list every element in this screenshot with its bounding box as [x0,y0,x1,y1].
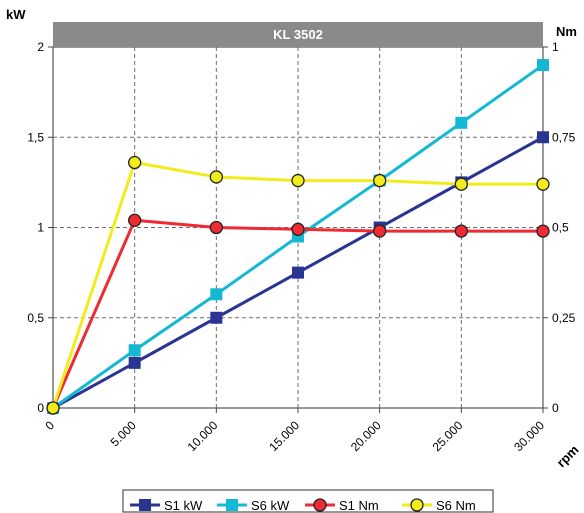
legend: S1 kW S6 kW S1 Nm S6 Nm [122,489,494,513]
data-point [291,173,305,188]
legend-marker [410,498,424,512]
data-point [128,356,141,369]
data-point [210,288,223,301]
series-layer [46,59,550,415]
data-point [128,213,142,227]
x-tick-label: 15.000 [266,418,302,454]
data-point [536,177,550,191]
x-tick-label: 20.000 [348,418,384,454]
legend-marker [139,499,151,511]
legend-item: S1 Nm [305,498,379,513]
y-left-tick-label: 0,5 [27,311,44,325]
y-left-tick-label: 2 [37,40,44,54]
legend-item: S6 Nm [402,498,476,513]
data-point [537,131,549,144]
x-tick-label: 5.000 [108,418,139,449]
y-right-tick-label: 0,75 [552,130,576,144]
data-point [292,266,304,279]
y-left-tick-label: 1 [37,221,44,235]
data-point [373,224,387,238]
x-tick-label: 25.000 [430,418,466,454]
legend-label: S1 Nm [339,498,379,513]
legend-item: S1 kW [130,498,203,513]
data-point [209,170,223,184]
y-right-tick-label: 0,5 [552,221,569,235]
data-point [455,116,468,129]
legend-marker [313,498,327,512]
data-point [537,59,549,72]
data-point [128,344,141,357]
data-point [454,224,468,238]
y-right-tick-label: 1 [552,40,559,54]
data-point [210,311,223,324]
legend-box [122,489,494,513]
data-point [128,155,142,170]
chart-title-banner [53,22,543,47]
data-point [291,222,305,236]
y-left-tick-label: 0 [37,401,44,415]
legend-label: S1 kW [164,498,203,513]
chart-title: KL 3502 [273,27,323,42]
y-axis-left-label: kW [6,7,26,22]
y-axis-right-label: Nm [556,24,577,39]
tick-labels: 0 0 0,5 0,25 1 0,5 1,5 0,75 2 1 0 5.000 10.000 15.000… [27,40,575,454]
y-left-tick-label: 1,5 [27,130,44,144]
data-point [454,177,468,191]
y-right-tick-label: 0,25 [552,311,576,325]
x-tick-label: 0 [42,418,57,433]
legend-label: S6 kW [251,498,290,513]
legend-item: S6 kW [217,498,290,513]
legend-marker [226,499,238,511]
x-axis-label: rpm [554,442,582,470]
data-point [373,173,387,188]
data-point [209,220,223,235]
x-tick-label: 10.000 [185,418,221,454]
data-point [46,401,60,415]
legend-label: S6 Nm [436,498,476,513]
series-s6-nm [46,155,550,415]
x-tick-label: 30.000 [511,418,547,454]
y-right-tick-label: 0 [552,401,559,415]
data-point [536,224,550,238]
